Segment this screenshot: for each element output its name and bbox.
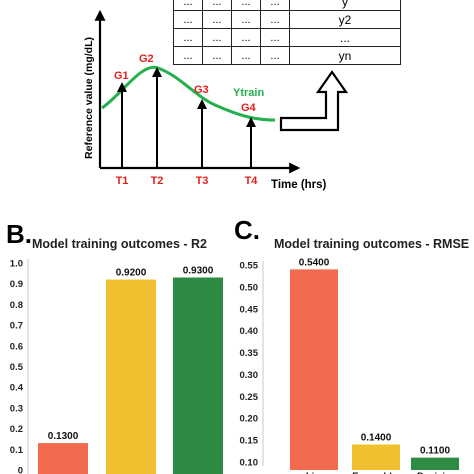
y-tick-label: 0.30: [240, 370, 259, 381]
bar-value-label: 0.5400: [299, 257, 330, 268]
category-label: Ensembl...: [352, 471, 400, 474]
category-label: Decisi...: [417, 471, 453, 474]
r2-chart-title: Model training outcomes - R2: [32, 237, 208, 251]
rmse-chart-title: Model training outcomes - RMSE: [274, 237, 470, 251]
bar: [290, 269, 338, 470]
bar: [173, 277, 223, 474]
t1-label: T1: [116, 175, 129, 187]
bar-value-label: 0.1100: [420, 446, 450, 457]
y-tick-label: 0.5: [10, 362, 24, 373]
y-tick-label: 0.7: [10, 321, 23, 332]
y-tick-label: 0.9: [10, 279, 23, 290]
y-tick-label: 0.55: [240, 261, 259, 272]
y-tick-label: 0.20: [240, 414, 259, 425]
panel-b-letter: B.: [6, 219, 32, 249]
bar: [106, 279, 156, 474]
data-table: ............ y............ y2.............…: [173, 0, 401, 65]
y-tick-label: 0.3: [10, 403, 23, 414]
bar: [411, 457, 459, 470]
t3-label: T3: [196, 175, 209, 187]
bar-value-label: 0.9300: [183, 265, 214, 276]
g1-label: G1: [114, 70, 129, 82]
table-target-cell: yn: [289, 46, 401, 65]
y-tick-label: 0: [18, 466, 23, 474]
bar: [38, 443, 88, 474]
y-tick-label: 0.40: [240, 326, 259, 337]
g2-label: G2: [139, 53, 154, 65]
ytrain-label: Ytrain: [233, 87, 264, 99]
table-target-cell: y2: [289, 10, 401, 29]
table-feature-cell: ...: [231, 46, 261, 65]
y-tick-label: 0.6: [10, 341, 23, 352]
ytrain-curve: [101, 65, 276, 122]
g3-label: G3: [194, 84, 209, 96]
y-tick-label: 0.10: [240, 458, 259, 469]
y-tick-label: 0.15: [240, 436, 259, 447]
y-tick-label: 0.1: [10, 445, 24, 456]
flow-arrow-icon: [279, 70, 349, 132]
bar-value-label: 0.9200: [116, 268, 147, 279]
t4-label: T4: [245, 175, 259, 187]
glucose-schematic: Reference value (mg/dL) Time (hrs) Ytrai…: [83, 9, 349, 191]
t2-label: T2: [151, 175, 164, 187]
panel-c-letter: C.: [234, 215, 260, 245]
y-tick-label: 1.0: [10, 259, 23, 270]
g4-label: G4: [241, 102, 257, 114]
y-tick-label: 0.25: [240, 392, 259, 403]
y-tick-label: 0.35: [240, 348, 259, 359]
y-axis-label: Reference value (mg/dL): [83, 37, 95, 159]
bar-value-label: 0.1400: [361, 432, 392, 443]
rmse-bar-chart: 0.10 0.15 0.20 0.25 0.30 0.35 0.40 0.45 0.50 0.55…: [240, 257, 459, 474]
bar-value-label: 0.1300: [48, 431, 79, 442]
y-tick-label: 0.8: [10, 300, 23, 311]
y-tick-label: 0.50: [240, 282, 259, 293]
y-tick-label: 0.4: [10, 383, 24, 394]
r2-bar-chart: 0 0.1 0.2 0.3 0.4 0.5 0.6 0.7 0.8 0.9 1.0 0.1300 0.9…: [10, 259, 223, 474]
bar: [352, 444, 400, 470]
category-label: Li...: [306, 471, 322, 474]
table-row: ............ yn: [173, 46, 401, 65]
y-tick-label: 0.2: [10, 424, 23, 435]
y-tick-label: 0.45: [240, 304, 259, 315]
x-axis-label: Time (hrs): [271, 179, 327, 191]
